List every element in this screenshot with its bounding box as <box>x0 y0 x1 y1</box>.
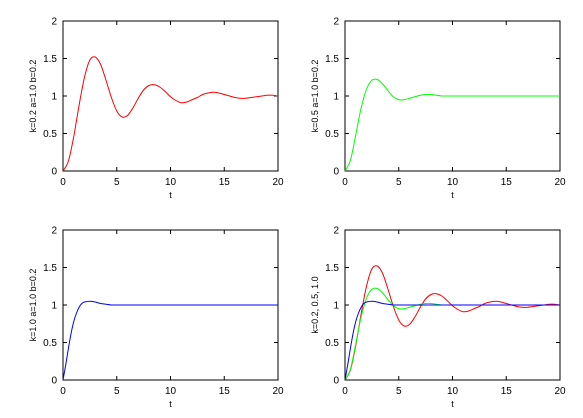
y-tick-label: 0 <box>51 167 57 178</box>
plot-frame <box>62 20 279 172</box>
series-line-1 <box>62 56 279 172</box>
y-tick-label: 2 <box>51 226 57 237</box>
x-tick-label: 15 <box>501 177 513 188</box>
y-tick-label: 0 <box>333 376 339 387</box>
y-axis-label: k=0.2 a=1.0 b=0.2 <box>28 60 38 133</box>
x-tick-label: 5 <box>396 177 402 188</box>
y-tick-label: 0.5 <box>325 129 339 140</box>
series-line-1 <box>62 300 278 381</box>
x-tick-label: 5 <box>114 177 120 188</box>
y-tick-label: 1 <box>51 301 57 312</box>
x-tick-label: 5 <box>396 386 402 397</box>
x-tick-label: 20 <box>554 177 566 188</box>
y-tick-label: 0 <box>333 167 339 178</box>
x-tick-label: 15 <box>501 386 513 397</box>
x-tick-label: 20 <box>272 177 284 188</box>
y-tick-label: 1.5 <box>325 54 339 65</box>
x-axis-label: t <box>451 190 454 200</box>
y-tick-label: 1 <box>333 92 339 103</box>
y-tick-label: 2 <box>333 17 339 28</box>
y-tick-label: 1 <box>333 301 339 312</box>
x-tick-label: 20 <box>554 386 566 397</box>
x-tick-label: 0 <box>60 386 66 397</box>
x-axis-label: t <box>169 399 172 409</box>
subplot-3: 0 5 10 15 20 0 0.5 1 1.5 2 t k=1.0 a=1.0 b=0.2 <box>28 226 284 410</box>
y-tick-label: 1 <box>51 92 57 103</box>
y-axis-label: k=1.0 a=1.0 b=0.2 <box>28 269 38 342</box>
y-tick-label: 1.5 <box>43 54 57 65</box>
x-tick-label: 15 <box>219 386 231 397</box>
subplot-1: 0 5 10 15 20 0 0.5 1 1.5 2 t k=0.2 a=1.0 b=0.2 <box>28 17 284 201</box>
subplot-2: 0 5 10 15 20 0 0.5 1 1.5 2 t k=0.5 a=1.0 b=0.2 <box>310 17 566 201</box>
x-axis-label: t <box>451 399 454 409</box>
y-tick-label: 0 <box>51 376 57 387</box>
y-tick-label: 2 <box>51 17 57 28</box>
x-tick-label: 20 <box>272 386 284 397</box>
y-axis-label: k=0.5 a=1.0 b=0.2 <box>310 60 320 133</box>
x-tick-label: 10 <box>165 177 177 188</box>
x-tick-label: 10 <box>447 386 459 397</box>
x-tick-label: 5 <box>114 386 120 397</box>
subplot-4: 0 5 10 15 20 0 0.5 1 1.5 2 t k=0.2, 0.5, 1.0 <box>310 226 566 410</box>
x-tick-label: 0 <box>60 177 66 188</box>
x-tick-label: 10 <box>165 386 177 397</box>
x-axis-label: t <box>169 190 172 200</box>
y-tick-label: 0.5 <box>325 338 339 349</box>
y-axis-label: k=0.2, 0.5, 1.0 <box>310 276 320 333</box>
series-line-1 <box>344 78 560 172</box>
y-tick-label: 1.5 <box>325 263 339 274</box>
y-tick-label: 0.5 <box>43 129 57 140</box>
series-line-1 <box>344 265 561 381</box>
y-tick-label: 1.5 <box>43 263 57 274</box>
y-tick-label: 0.5 <box>43 338 57 349</box>
x-tick-label: 15 <box>219 177 231 188</box>
y-tick-label: 2 <box>333 226 339 237</box>
x-tick-label: 0 <box>342 177 348 188</box>
x-tick-label: 0 <box>342 386 348 397</box>
x-tick-label: 10 <box>447 177 459 188</box>
series-line-3 <box>344 300 560 381</box>
